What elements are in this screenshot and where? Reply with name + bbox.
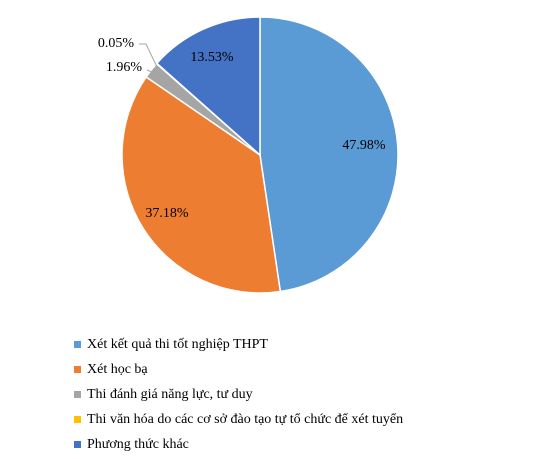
data-label-thpt: 47.98% (342, 138, 386, 153)
pie-slice-thpt (259, 16, 399, 293)
leader-lines (139, 43, 158, 73)
data-label-nang-luc: 1.96% (106, 60, 143, 75)
data-label-van-hoa: 0.05% (98, 36, 135, 51)
pie-slice-hoc-ba (121, 75, 282, 294)
legend-swatch-khac (74, 441, 81, 448)
legend: Xét kết quả thi tốt nghiệp THPT Xét học … (74, 332, 534, 457)
legend-label-nang-luc: Thi đánh giá năng lực, tư duy (87, 386, 253, 402)
legend-item-thpt: Xét kết quả thi tốt nghiệp THPT (74, 332, 534, 357)
pie-slice-khac (155, 16, 261, 157)
legend-item-nang-luc: Thi đánh giá năng lực, tư duy (74, 382, 534, 407)
legend-swatch-nang-luc (74, 391, 81, 398)
legend-label-thpt: Xét kết quả thi tốt nghiệp THPT (87, 336, 268, 352)
legend-label-khac: Phương thức khác (87, 436, 189, 452)
legend-item-van-hoa: Thi văn hóa do các cơ sở đào tạo tự tổ c… (74, 407, 534, 432)
data-label-hoc-ba: 37.18% (145, 206, 189, 221)
legend-item-hoc-ba: Xét học bạ (74, 357, 534, 382)
legend-label-van-hoa: Thi văn hóa do các cơ sở đào tạo tự tổ c… (87, 411, 404, 427)
data-label-khac: 13.53% (190, 50, 234, 65)
pie-slices (121, 16, 399, 294)
legend-label-hoc-ba: Xét học bạ (87, 361, 148, 377)
legend-swatch-van-hoa (74, 416, 81, 423)
legend-swatch-thpt (74, 341, 81, 348)
leader-line-nang-luc (146, 69, 153, 73)
leader-line-van-hoa (139, 43, 158, 68)
legend-swatch-hoc-ba (74, 366, 81, 373)
legend-item-khac: Phương thức khác (74, 432, 534, 457)
data-labels: 47.98% 37.18% 1.96% 0.05% 13.53% (98, 36, 386, 221)
